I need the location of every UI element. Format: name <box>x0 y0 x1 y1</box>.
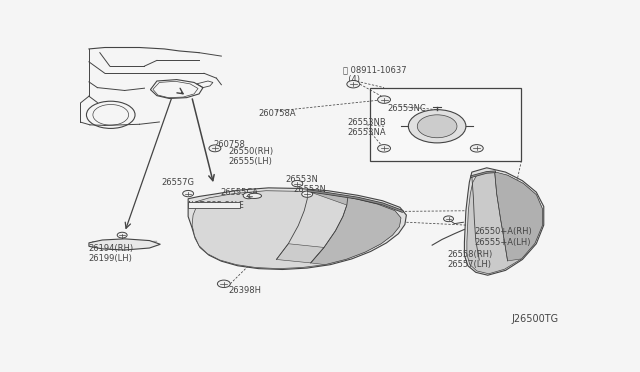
Text: 26557G: 26557G <box>162 179 195 187</box>
Circle shape <box>378 96 390 103</box>
Text: Ⓝ 08911-10637
  (4): Ⓝ 08911-10637 (4) <box>343 65 406 84</box>
Circle shape <box>218 280 230 288</box>
Text: 26550+A(RH)
26555+A(LH): 26550+A(RH) 26555+A(LH) <box>474 227 532 247</box>
Circle shape <box>347 80 360 88</box>
Polygon shape <box>465 168 544 275</box>
Polygon shape <box>495 172 542 261</box>
Polygon shape <box>467 171 542 274</box>
Polygon shape <box>192 191 401 269</box>
Text: 26553NA: 26553NA <box>420 118 458 126</box>
Bar <box>370 88 522 161</box>
Polygon shape <box>188 188 406 269</box>
Circle shape <box>209 145 221 152</box>
Text: NOT FOR SALE: NOT FOR SALE <box>188 201 244 210</box>
Circle shape <box>243 192 254 199</box>
Circle shape <box>182 190 193 197</box>
Text: 26553N: 26553N <box>286 175 319 185</box>
Text: 26555CA: 26555CA <box>220 187 259 197</box>
Text: J26500TG: J26500TG <box>511 314 559 324</box>
Polygon shape <box>276 244 324 263</box>
Polygon shape <box>308 191 401 264</box>
Polygon shape <box>89 239 161 250</box>
Text: 26553N: 26553N <box>293 185 326 194</box>
Circle shape <box>417 115 457 138</box>
Circle shape <box>117 232 127 238</box>
Text: 26558(RH)
26557(LH): 26558(RH) 26557(LH) <box>447 250 492 269</box>
Circle shape <box>444 216 454 222</box>
Circle shape <box>470 145 483 152</box>
Bar <box>188 202 240 208</box>
Text: 26550(RH)
26555(LH): 26550(RH) 26555(LH) <box>229 147 274 166</box>
Text: 26398H: 26398H <box>229 286 262 295</box>
Circle shape <box>378 145 390 152</box>
Text: 260758: 260758 <box>213 140 245 150</box>
Circle shape <box>408 110 466 143</box>
Circle shape <box>301 191 312 197</box>
Text: 260758A: 260758A <box>259 109 296 118</box>
Circle shape <box>292 180 303 187</box>
Text: 26553NC: 26553NC <box>388 104 426 113</box>
Text: 26194(RH)
26199(LH): 26194(RH) 26199(LH) <box>88 244 133 263</box>
Text: 26553NB
26553NA: 26553NB 26553NA <box>348 118 387 137</box>
Ellipse shape <box>248 193 262 198</box>
